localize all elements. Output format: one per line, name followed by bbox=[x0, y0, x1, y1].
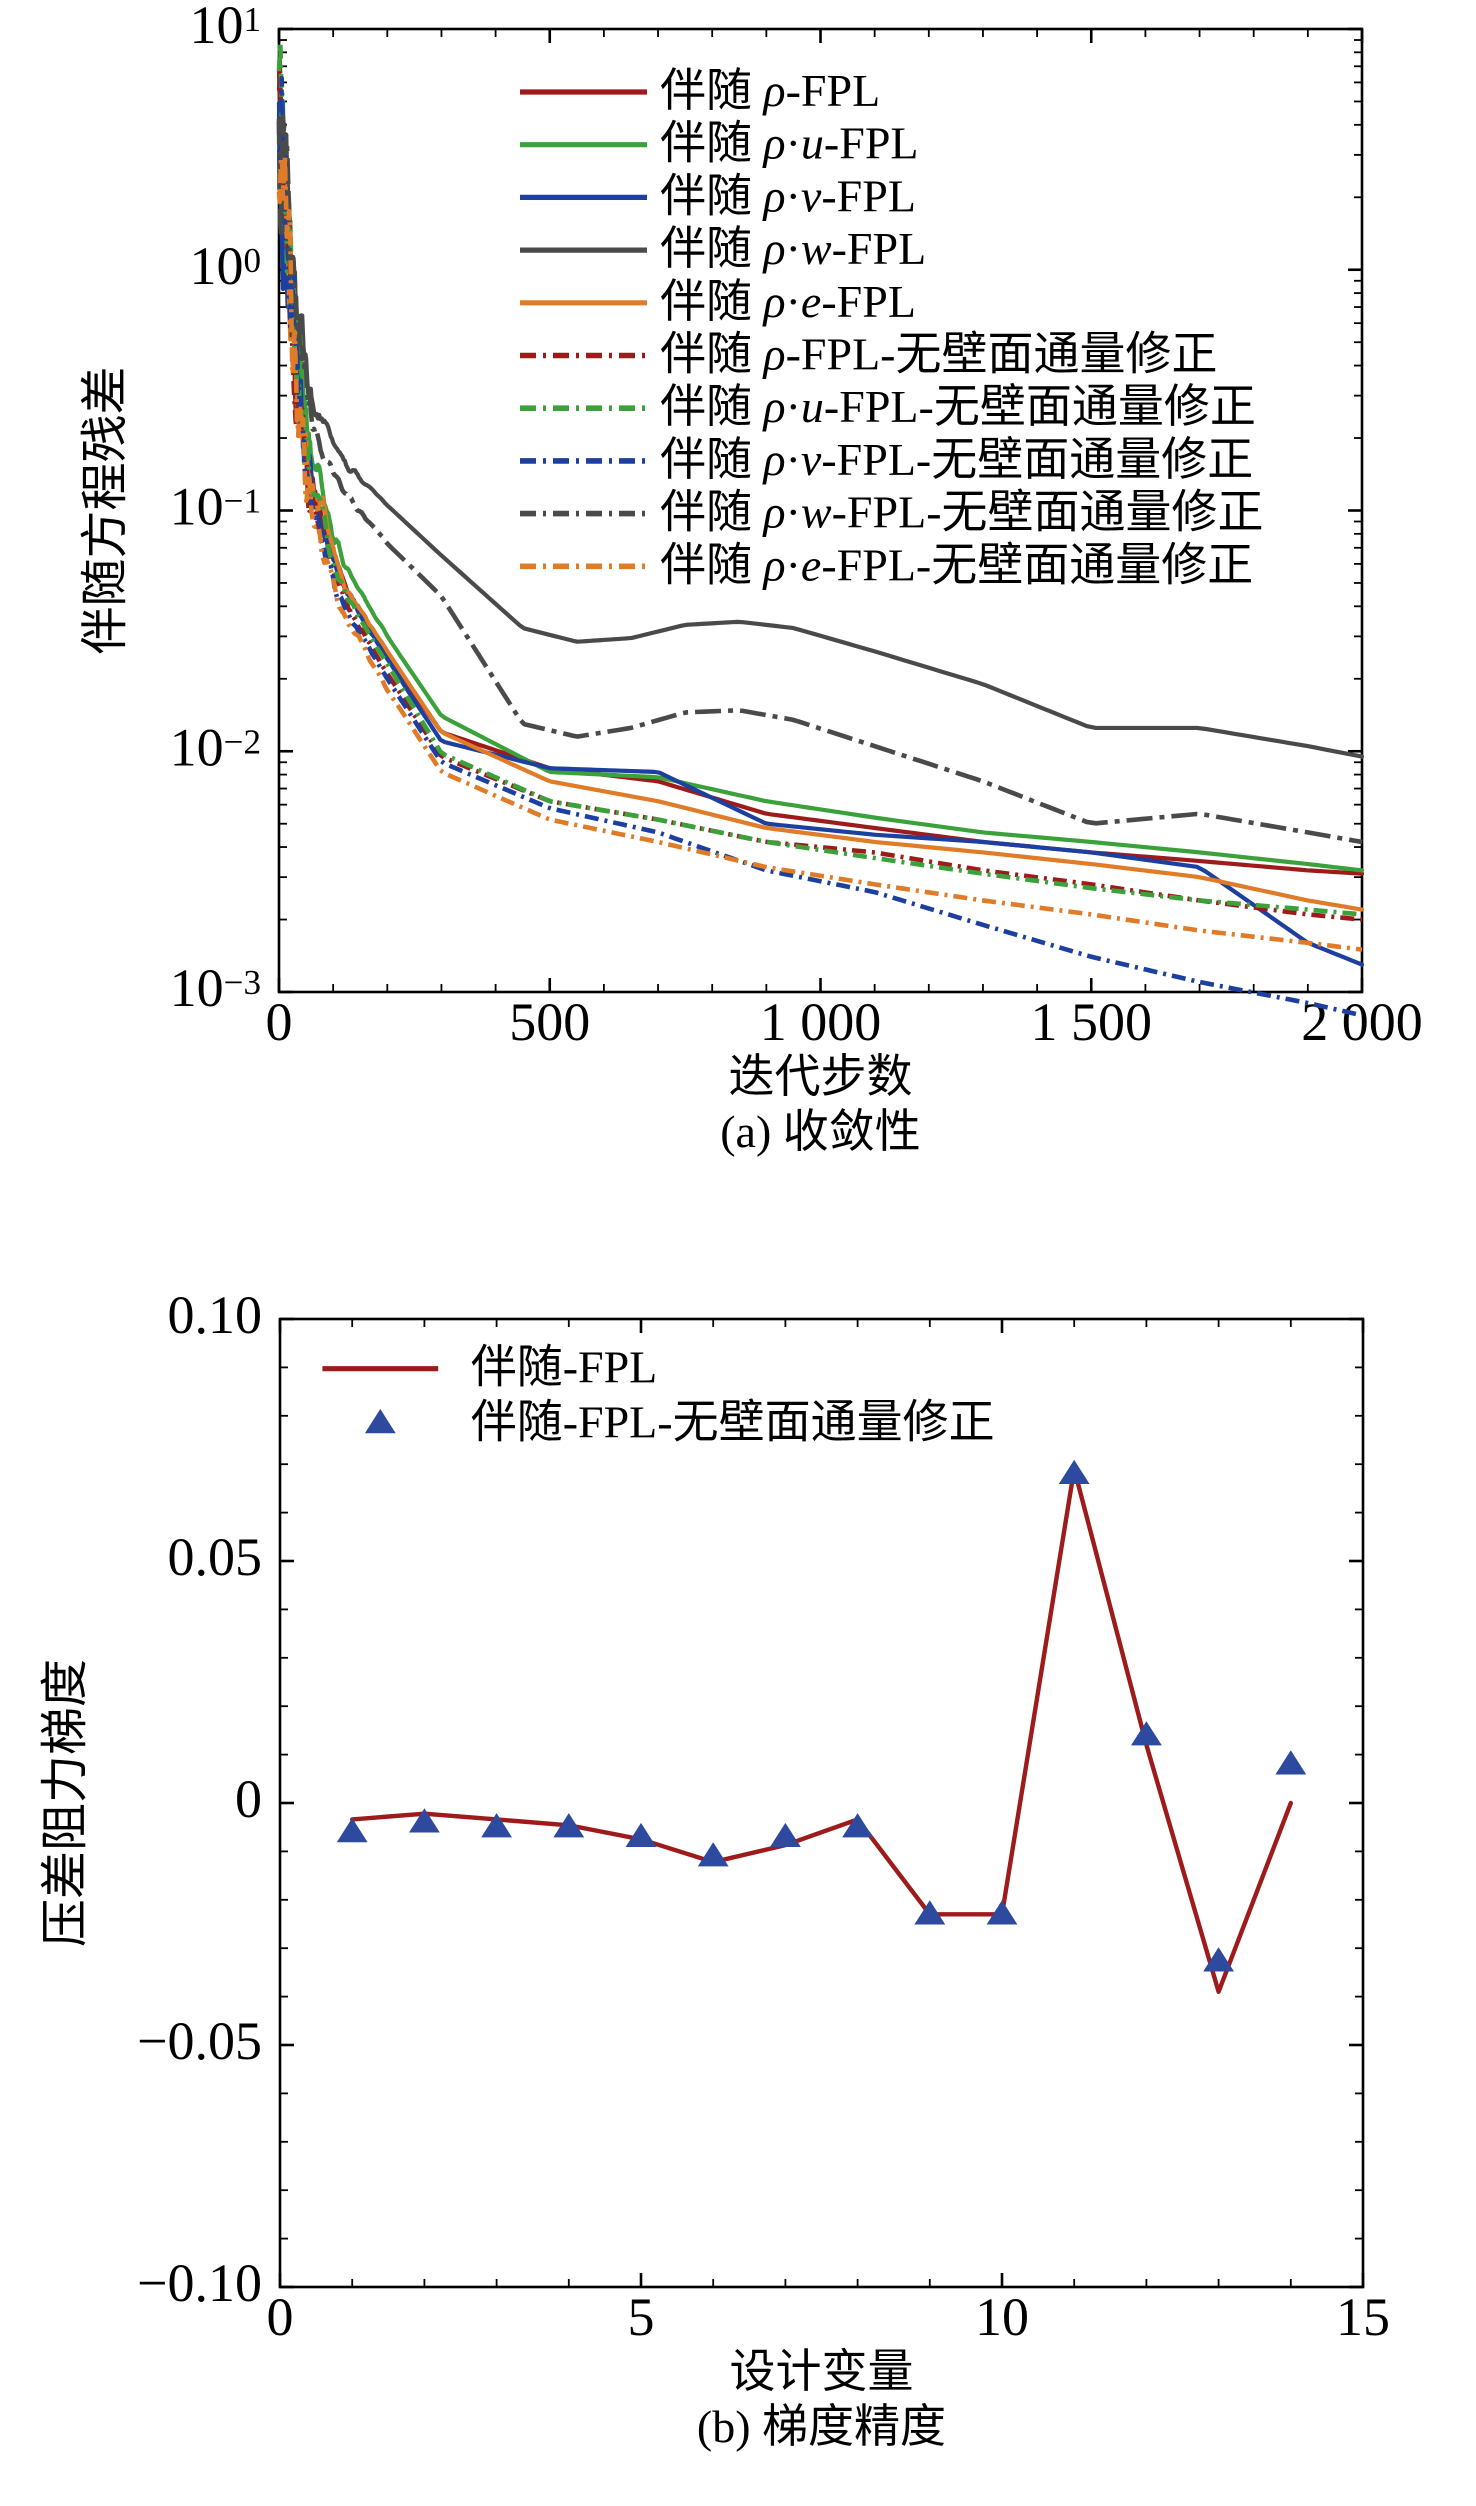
svg-text:15: 15 bbox=[1336, 2287, 1390, 2347]
svg-text:伴随-FPL: 伴随-FPL bbox=[471, 1342, 658, 1393]
svg-text:伴随 ρ·w-FPL-无壁面通量修正: 伴随 ρ·w-FPL-无壁面通量修正 bbox=[660, 487, 1264, 538]
svg-text:伴随 ρ-FPL: 伴随 ρ-FPL bbox=[660, 65, 880, 116]
svg-text:伴随 ρ·w-FPL: 伴随 ρ·w-FPL bbox=[660, 223, 926, 274]
svg-text:0.10: 0.10 bbox=[168, 1285, 263, 1345]
svg-text:伴随 ρ·u-FPL-无壁面通量修正: 伴随 ρ·u-FPL-无壁面通量修正 bbox=[660, 381, 1256, 432]
svg-text:压差阻力梯度: 压差阻力梯度 bbox=[39, 1659, 92, 1947]
svg-text:伴随 ρ·e-FPL-无壁面通量修正: 伴随 ρ·e-FPL-无壁面通量修正 bbox=[660, 539, 1253, 590]
svg-text:0: 0 bbox=[267, 2287, 294, 2347]
svg-text:−0.10: −0.10 bbox=[137, 2253, 262, 2313]
svg-text:1 500: 1 500 bbox=[1031, 992, 1153, 1052]
svg-text:−0.05: −0.05 bbox=[137, 2011, 262, 2071]
svg-text:伴随 ρ·v-FPL-无壁面通量修正: 伴随 ρ·v-FPL-无壁面通量修正 bbox=[660, 434, 1253, 485]
svg-text:伴随 ρ·u-FPL: 伴随 ρ·u-FPL bbox=[660, 118, 919, 169]
svg-text:伴随-FPL-无壁面通量修正: 伴随-FPL-无壁面通量修正 bbox=[471, 1397, 995, 1448]
svg-text:0.05: 0.05 bbox=[168, 1527, 263, 1587]
svg-text:迭代步数: 迭代步数 bbox=[729, 1051, 913, 1102]
svg-text:伴随 ρ·e-FPL: 伴随 ρ·e-FPL bbox=[660, 276, 916, 327]
svg-text:5: 5 bbox=[628, 2287, 655, 2347]
svg-text:伴随 ρ·v-FPL: 伴随 ρ·v-FPL bbox=[660, 170, 916, 221]
svg-text:伴随 ρ-FPL-无壁面通量修正: 伴随 ρ-FPL-无壁面通量修正 bbox=[660, 329, 1218, 380]
svg-text:伴随方程残差: 伴随方程残差 bbox=[79, 366, 132, 654]
svg-text:1 000: 1 000 bbox=[760, 992, 882, 1052]
svg-text:500: 500 bbox=[509, 992, 590, 1052]
svg-text:2 000: 2 000 bbox=[1301, 992, 1423, 1052]
svg-text:0: 0 bbox=[235, 1769, 262, 1829]
svg-text:设计变量: 设计变量 bbox=[730, 2346, 914, 2397]
svg-text:0: 0 bbox=[266, 992, 293, 1052]
svg-text:10: 10 bbox=[975, 2287, 1029, 2347]
svg-text:(b) 梯度精度: (b) 梯度精度 bbox=[697, 2401, 946, 2452]
svg-text:(a) 收敛性: (a) 收敛性 bbox=[720, 1106, 921, 1157]
